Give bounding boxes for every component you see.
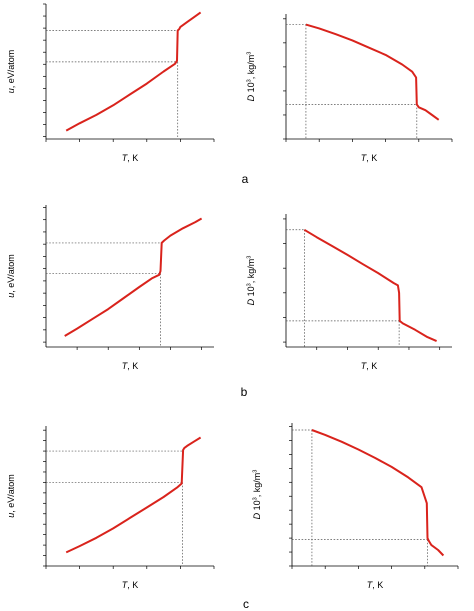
panel-4-y-axis-title: D 103, kg/m3 (246, 256, 256, 306)
panel-2-series-line (305, 23, 440, 121)
panel-3-x-axis-title: T, K (122, 361, 139, 371)
panel-5-y-axis-title: u, eV/atom (6, 474, 16, 518)
panel-3-series-line (64, 217, 203, 337)
row-label-b: b (241, 385, 248, 399)
panel-1-y-axis-title: u, eV/atom (6, 50, 16, 94)
panel-1-series-line (65, 11, 202, 132)
row-label-a: a (242, 172, 249, 186)
panel-3-y-axis-title: u, eV/atom (6, 254, 16, 298)
panel-5-series-line (65, 436, 202, 554)
panel-5-x-axis-title: T, K (122, 580, 139, 590)
panel-6-x-axis-title: T, K (367, 580, 384, 590)
panel-4-series-line (303, 228, 437, 343)
panel-1-x-axis-title: T, K (122, 153, 139, 163)
panel-6-y-axis-title: D 103, kg/m3 (252, 470, 262, 520)
panel-2-x-axis-title: T, K (361, 153, 378, 163)
panel-6-series-line (311, 429, 445, 557)
panel-4-x-axis-title: T, K (361, 361, 378, 371)
panel-2-y-axis-title: D 103, kg/m3 (246, 52, 256, 102)
row-label-c: c (243, 597, 249, 611)
